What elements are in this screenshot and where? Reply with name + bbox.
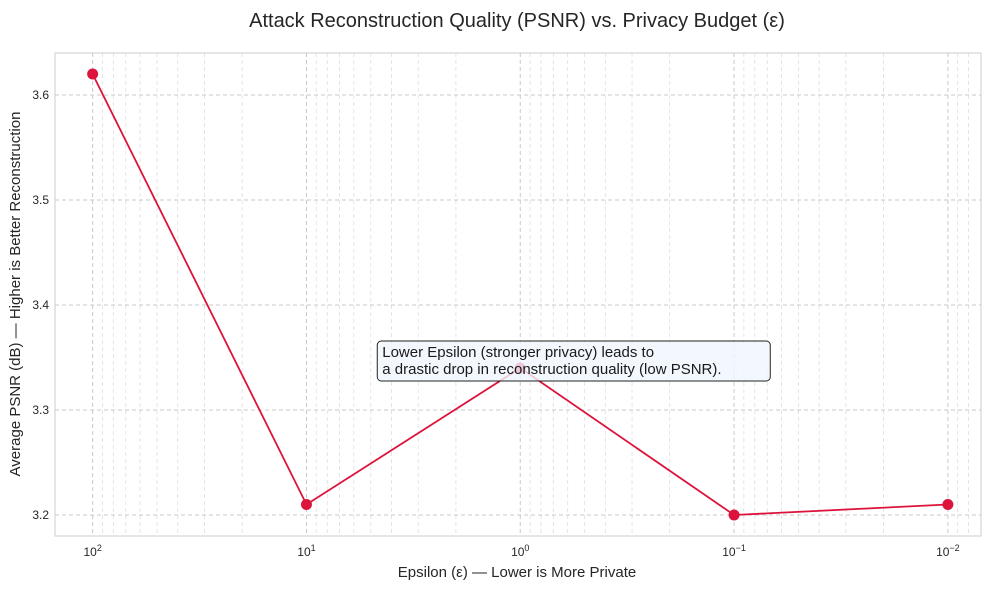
data-point: [87, 68, 99, 80]
annotation-text: Lower Epsilon (stronger privacy) leads t…: [382, 344, 654, 361]
chart-title: Attack Reconstruction Quality (PSNR) vs.…: [249, 10, 785, 32]
y-tick-label: 3.4: [32, 298, 49, 312]
x-tick-label: 102: [83, 543, 101, 559]
annotation-box: [376, 340, 771, 382]
data-point: [728, 509, 740, 521]
grid: [55, 53, 982, 536]
x-axis-label: Epsilon (ε) — Lower is More Private: [398, 564, 636, 581]
data-point: [300, 499, 312, 510]
y-tick-label: 3.5: [32, 193, 49, 207]
x-tick-label: 100: [511, 543, 529, 559]
x-tick-label: 101: [297, 543, 315, 559]
annotation-text: a drastic drop in reconstruction quality…: [382, 361, 721, 378]
plot-frame: [54, 52, 982, 537]
x-ticks: 102 101 100 10−1 10−2: [83, 543, 959, 559]
y-axis-label: Average PSNR (dB) — Higher is Better Rec…: [7, 112, 24, 477]
x-tick-label: 10−2: [936, 543, 960, 559]
y-ticks: 3.2 3.3 3.4 3.5 3.6: [32, 88, 49, 522]
y-tick-label: 3.2: [32, 508, 49, 522]
y-tick-label: 3.3: [32, 403, 49, 417]
annotation: Lower Epsilon (stronger privacy) leads t…: [376, 340, 771, 382]
x-tick-label: 10−1: [722, 543, 746, 559]
y-tick-label: 3.6: [32, 88, 49, 102]
data-point: [942, 499, 954, 510]
